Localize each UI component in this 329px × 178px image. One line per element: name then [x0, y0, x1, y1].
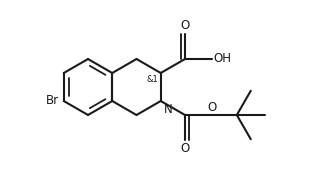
Text: &1: &1 — [147, 75, 159, 84]
Text: O: O — [180, 19, 190, 32]
Text: O: O — [207, 101, 216, 114]
Text: O: O — [180, 142, 190, 155]
Text: Br: Br — [46, 95, 59, 108]
Text: OH: OH — [214, 53, 232, 66]
Text: N: N — [164, 103, 172, 116]
